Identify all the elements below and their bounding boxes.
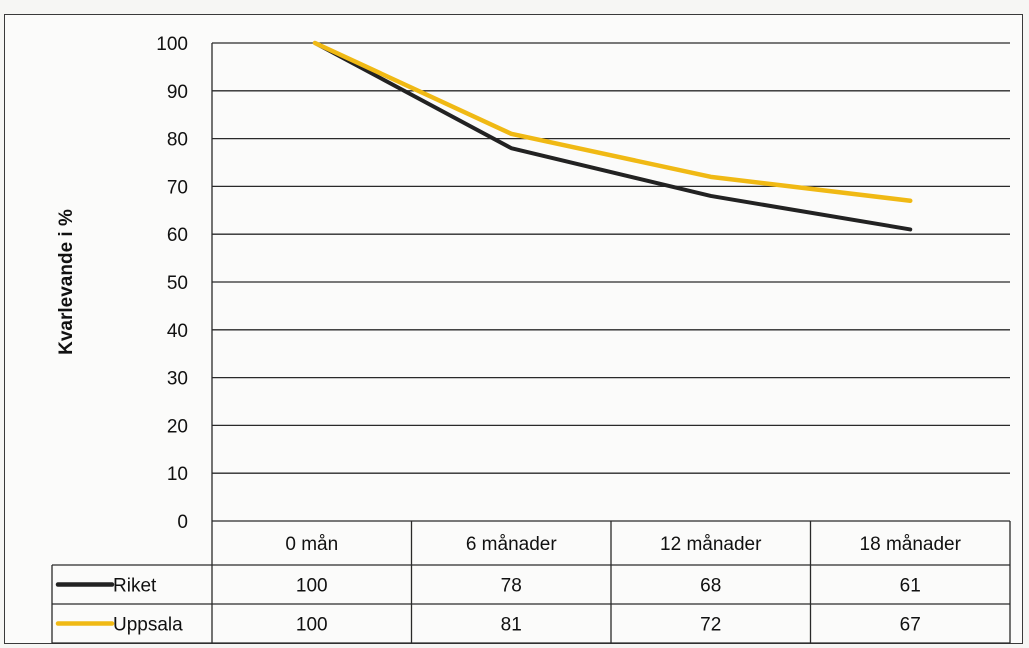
x-category-label: 0 mån bbox=[285, 534, 338, 555]
data-label: 67 bbox=[900, 615, 921, 636]
y-axis-label: Kvarlevande i % bbox=[56, 209, 77, 355]
y-tick-label: 80 bbox=[167, 130, 188, 151]
y-tick-label: 0 bbox=[177, 512, 188, 533]
y-tick-labels: 0 10 20 30 40 50 60 70 80 90 100 bbox=[156, 34, 188, 533]
chart-frame bbox=[4, 14, 1023, 644]
data-label: 81 bbox=[501, 615, 522, 636]
series-line-uppsala bbox=[312, 40, 913, 203]
x-category-label: 6 månader bbox=[466, 534, 558, 555]
y-tick-label: 20 bbox=[167, 416, 188, 437]
series-line-riket bbox=[313, 41, 913, 232]
y-tick-label: 60 bbox=[167, 225, 188, 246]
data-label: 68 bbox=[700, 576, 721, 597]
x-category-label: 12 månader bbox=[660, 534, 762, 555]
x-category-label: 18 månader bbox=[860, 534, 962, 555]
legend-label: Uppsala bbox=[113, 615, 183, 636]
data-label: 78 bbox=[501, 576, 522, 597]
y-tick-label: 10 bbox=[167, 464, 188, 485]
y-tick-label: 90 bbox=[167, 82, 188, 103]
y-tick-label: 30 bbox=[167, 369, 188, 390]
data-label: 72 bbox=[700, 615, 721, 636]
data-table: 0 mån 6 månader 12 månader 18 månader Riket 1… bbox=[51, 520, 1011, 644]
legend-label: Riket bbox=[113, 576, 157, 597]
y-tick-label: 40 bbox=[167, 321, 188, 342]
data-label: 61 bbox=[900, 576, 921, 597]
data-label: 100 bbox=[296, 576, 328, 597]
data-label: 100 bbox=[296, 615, 328, 636]
y-tick-label: 50 bbox=[167, 273, 188, 294]
gridlines bbox=[211, 42, 1010, 521]
series-lines bbox=[312, 40, 913, 232]
y-tick-label: 100 bbox=[156, 34, 188, 55]
y-tick-label: 70 bbox=[167, 177, 188, 198]
